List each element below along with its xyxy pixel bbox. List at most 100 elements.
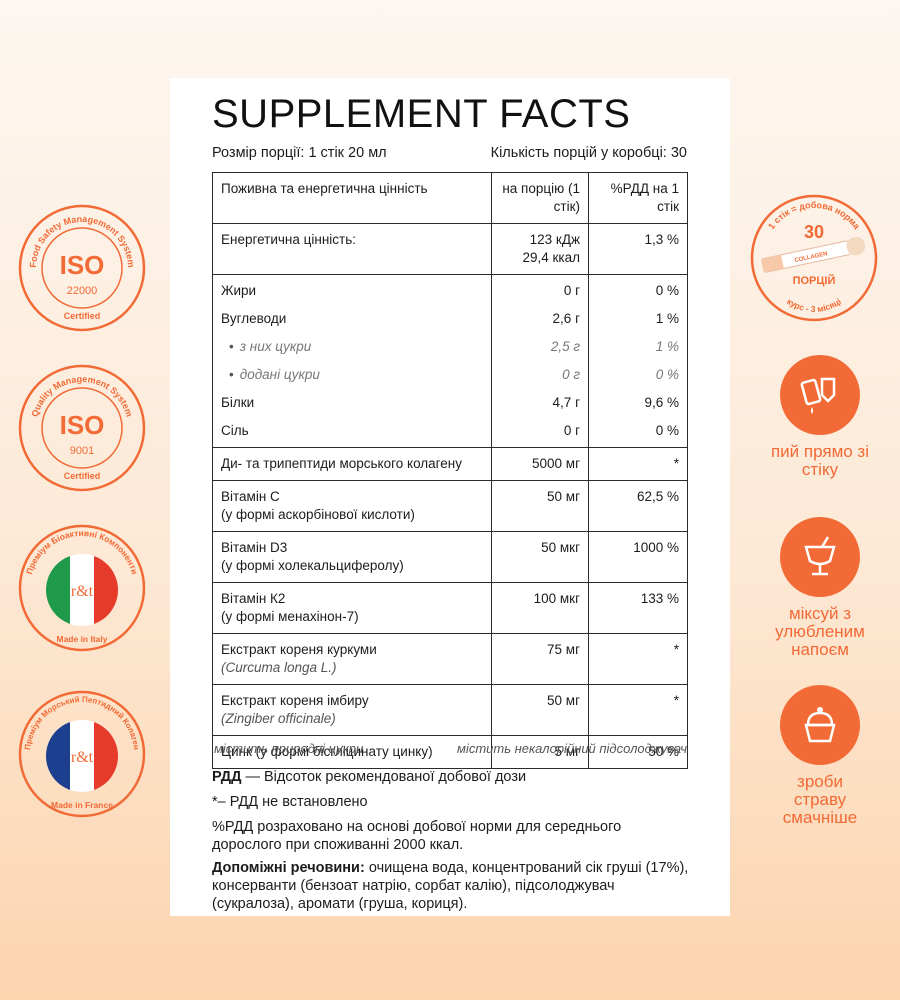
ingredient-dv: 50 % [588,735,688,769]
portion-badge: 1 стік = добова норма 30 COLLAGEN ПОРЦІЙ… [748,192,880,324]
nutrient-dv: 0 % [588,361,688,389]
page-title: SUPPLEMENT FACTS [212,92,631,136]
france-footer: Made in France [51,800,113,810]
ingredient-amount: 50 мг [491,684,589,736]
dessert-icon [780,685,860,765]
ingredient-name: Екстракт кореня куркуми (Curcuma longa L.… [212,633,492,685]
portion-seal: 1 стік = добова норма 30 COLLAGEN ПОРЦІЙ… [750,194,878,322]
france-badge: Преміум Морський Пептидний Колаген r&t M… [16,688,148,820]
iso-22000-badge: Food Safety Management System ISO 22000 … [16,202,148,334]
ingredient-detail: (у формі менахінон-7) [221,609,359,624]
header-dv: %РДД на 1 стік [588,172,688,224]
portion-label: ПОРЦІЙ [793,274,836,287]
italy-mark: r&t [71,583,94,600]
energy-amount: 123 кДж 29,4 ккал [491,223,589,275]
ingredient-row: Вітамін К2 (у формі менахінон-7) 100 мкг 13… [212,582,688,634]
italy-seal: Преміум Біоактивні Компоненти r&t Made i… [18,524,146,652]
bullet-icon: • [229,339,234,354]
ingredient-latin: (Zingiber officinale) [221,711,336,726]
ingredient-row: Вітамін С (у формі аскорбінової кислоти) 5… [212,480,688,532]
ingredient-dv: 133 % [588,582,688,634]
excipients: Допоміжні речовини: очищена вода, концен… [212,859,692,913]
iso-9001-badge: Quality Management System ISO 9001 Certi… [16,362,148,494]
nutrient-amount: 4,7 г [491,389,589,417]
ingredient-dv: * [588,447,688,481]
energy-row: Енергетична цінність: 123 кДж 29,4 ккал … [212,223,688,275]
ingredient-name: Вітамін D3 (у формі холекальциферолу) [212,531,492,583]
svg-text:курс - 3 місяці: курс - 3 місяці [785,296,843,314]
iso-22000-seal: Food Safety Management System ISO 22000 … [18,204,146,332]
nutrient-name: • додані цукри [212,361,492,389]
natural-sugars-note: містить природні цукри [214,741,364,756]
servings-per-box: Кількість порцій у коробці: 30 [490,145,687,161]
nutrient-dv: 0 % [588,417,688,448]
cocktail-icon [780,517,860,597]
collagen-stick-icon: COLLAGEN [761,236,866,273]
feature-drink-from-stick: пий прямо зі стіку [770,355,870,479]
ingredient-dv: * [588,633,688,685]
ingredient-row: Ди- та трипептиди морського колагену 5000… [212,447,688,481]
italy-footer: Made in Italy [56,634,107,644]
nutrient-dv: 0 % [588,274,688,305]
nutrient-dv: 9,6 % [588,389,688,417]
energy-dv: 1,3 % [588,223,688,275]
portion-count: 30 [804,222,824,242]
ingredient-row: Вітамін D3 (у формі холекальциферолу) 50 м… [212,531,688,583]
ingredient-row: Цинк (у формі бісгліцинату цинку) 5 мг 50 … [212,735,688,769]
italy-badge: Преміум Біоактивні Компоненти r&t Made i… [16,522,148,654]
nutrient-amount: 2,6 г [491,305,589,333]
nutrient-name: Вуглеводи [212,305,492,333]
ingredient-amount: 5000 мг [491,447,589,481]
header-per-serving: на порцію (1 стік) [491,172,589,224]
ingredient-name: Вітамін С (у формі аскорбінової кислоти) [212,480,492,532]
ingredient-dv: 1000 % [588,531,688,583]
feature-mix-label: міксуй з улюбленим напоєм [775,604,865,659]
ingredient-name: Вітамін К2 (у формі менахінон-7) [212,582,492,634]
stick-drink-icon [780,355,860,435]
serving-size: Розмір порції: 1 стік 20 мл [212,145,387,161]
portion-bottom-text: курс - 3 місяці [785,296,843,314]
nutrient-dv: 1 % [588,305,688,333]
excipients-label: Допоміжні речовини: [212,860,365,876]
iso-22000-logo: ISO [60,250,105,280]
nutrient-amount: 0 г [491,361,589,389]
iso-9001-logo: ISO [60,410,105,440]
nutrient-name: Білки [212,389,492,417]
nutrient-amount: 0 г [491,274,589,305]
feature-drink-label: пий прямо зі стіку [770,442,870,479]
france-seal: Преміум Морський Пептидний Колаген r&t M… [18,690,146,818]
nutrition-table: Поживна та енергетична цінність на порці… [212,172,688,769]
iso-9001-seal: Quality Management System ISO 9001 Certi… [18,364,146,492]
ingredient-amount: 100 мкг [491,582,589,634]
rdd-legend: РДД — Відсоток рекомендованої добової до… [212,768,692,786]
excipients-text: очищена вода, концентрований сік груші (… [212,860,689,912]
ingredient-dv: * [588,684,688,736]
feature-tastier-dish: зроби страву смачніше [770,685,870,827]
iso-9001-footer: Certified [64,471,101,481]
energy-label: Енергетична цінність: [212,223,492,275]
ingredient-amount: 50 мг [491,480,589,532]
ingredient-name: Ди- та трипептиди морського колагену [212,447,492,481]
nutrient-name: • з них цукри [212,333,492,361]
nutrient-amount: 0 г [491,417,589,448]
france-mark: r&t [71,749,94,766]
iso-22000-number: 22000 [67,285,98,297]
nutrient-row: Білки 4,7 г 9,6 % [212,389,688,417]
ingredient-amount: 5 мг [491,735,589,769]
ingredient-amount: 75 мг [491,633,589,685]
ingredient-name: Цинк (у формі бісгліцинату цинку) [212,735,492,769]
energy-kj: 123 кДж [529,232,580,247]
ingredient-row: Екстракт кореня куркуми (Curcuma longa L.… [212,633,688,685]
asterisk-legend: *– РДД не встановлено [212,794,368,810]
header-nutrient: Поживна та енергетична цінність [212,172,492,224]
nutrient-dv: 1 % [588,333,688,361]
feature-mix-with-drink: міксуй з улюбленим напоєм [770,517,870,659]
ingredient-amount: 50 мкг [491,531,589,583]
nutrient-amount: 2,5 г [491,333,589,361]
ingredient-row: Екстракт кореня імбиру (Zingiber officina… [212,684,688,736]
energy-kcal: 29,4 ккал [522,250,580,265]
ingredient-dv: 62,5 % [588,480,688,532]
